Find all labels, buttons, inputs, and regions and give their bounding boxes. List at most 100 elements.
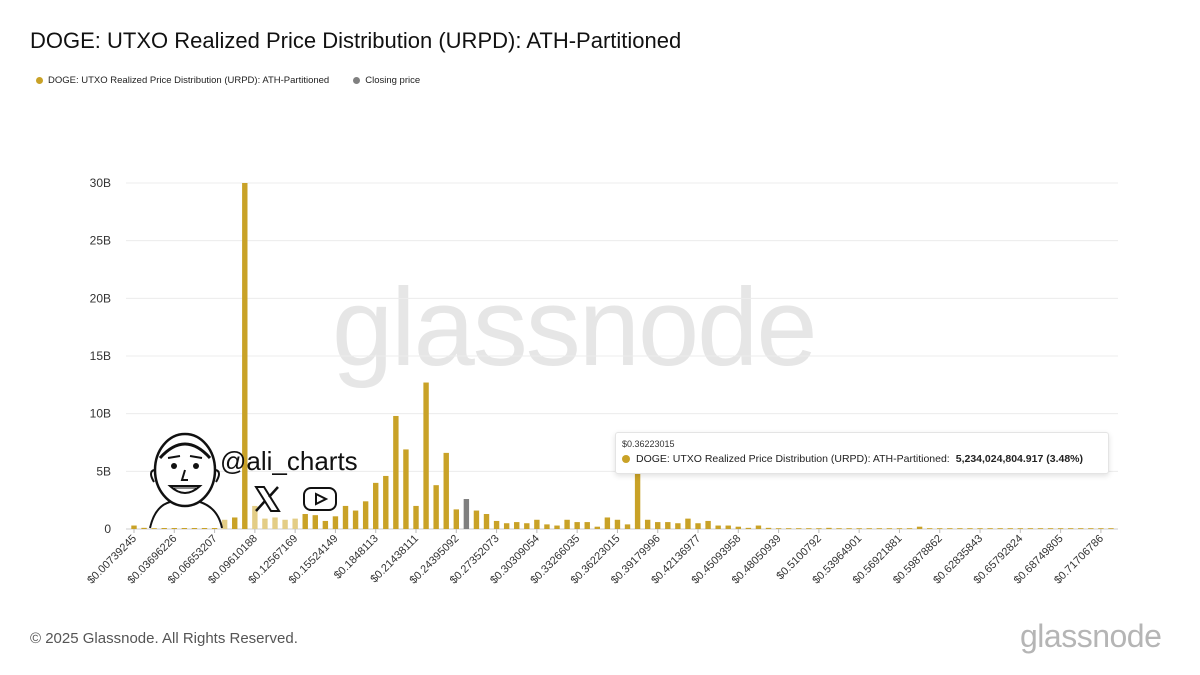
closing-price-bar[interactable] [463, 499, 470, 529]
bar[interactable] [292, 518, 298, 529]
bar[interactable] [806, 528, 812, 529]
bar[interactable] [745, 527, 752, 529]
bar[interactable] [534, 519, 540, 529]
bar[interactable] [141, 527, 147, 529]
bar[interactable] [715, 525, 721, 529]
bar[interactable] [675, 523, 681, 529]
bar[interactable] [232, 517, 238, 529]
bar[interactable] [997, 528, 1003, 529]
bar[interactable] [383, 475, 389, 529]
bar[interactable] [262, 518, 268, 529]
bar[interactable] [634, 468, 641, 529]
bar[interactable] [685, 518, 691, 529]
bar[interactable] [352, 510, 359, 529]
bar[interactable] [403, 449, 409, 529]
bar[interactable] [846, 528, 852, 529]
bar[interactable] [937, 528, 943, 529]
bar[interactable] [826, 527, 832, 529]
bar[interactable] [655, 522, 661, 529]
bar[interactable] [755, 525, 762, 529]
bar[interactable] [1108, 528, 1114, 529]
bar[interactable] [695, 523, 701, 529]
bar[interactable] [624, 524, 631, 529]
bar[interactable] [453, 509, 459, 529]
bar[interactable] [524, 523, 530, 529]
bar[interactable] [967, 528, 973, 529]
bar[interactable] [312, 515, 318, 529]
legend-item-urpd[interactable]: DOGE: UTXO Realized Price Distribution (… [36, 75, 329, 86]
bar[interactable] [1078, 528, 1084, 529]
bar[interactable] [493, 520, 500, 529]
bar[interactable] [332, 516, 339, 529]
bar[interactable] [644, 519, 651, 529]
bar[interactable] [252, 505, 258, 529]
bar[interactable] [161, 527, 167, 529]
bar[interactable] [564, 519, 570, 529]
legend-item-closing-price[interactable]: Closing price [353, 75, 420, 86]
bar[interactable] [816, 528, 822, 529]
bar[interactable] [1017, 528, 1024, 529]
bar[interactable] [322, 520, 329, 529]
bar[interactable] [272, 517, 278, 529]
bar[interactable] [775, 528, 782, 529]
bar[interactable] [413, 505, 419, 529]
bar[interactable] [1007, 528, 1013, 529]
bar[interactable] [544, 524, 550, 529]
bar[interactable] [423, 382, 429, 529]
bar[interactable] [594, 526, 600, 529]
bar[interactable] [836, 528, 842, 529]
bar[interactable] [1057, 528, 1064, 529]
bar[interactable] [574, 522, 580, 529]
bar[interactable] [614, 519, 621, 529]
bar[interactable] [604, 517, 611, 529]
bar[interactable] [483, 514, 490, 529]
bar[interactable] [433, 485, 439, 529]
bar[interactable] [896, 528, 903, 529]
bar[interactable] [191, 527, 198, 529]
bar[interactable] [947, 528, 953, 529]
bar[interactable] [443, 452, 449, 529]
brand-logo[interactable]: glassnode [1020, 618, 1162, 654]
bar[interactable] [503, 523, 510, 529]
bar[interactable] [785, 528, 792, 529]
bar[interactable] [765, 527, 772, 529]
bar[interactable] [302, 514, 308, 529]
bar[interactable] [1037, 528, 1044, 529]
bar[interactable] [1047, 528, 1054, 529]
bar[interactable] [131, 525, 137, 529]
bar[interactable] [514, 522, 520, 529]
bar[interactable] [1067, 528, 1074, 529]
bar[interactable] [735, 526, 742, 529]
bar[interactable] [866, 528, 872, 529]
bar[interactable] [201, 527, 208, 529]
bar[interactable] [906, 528, 913, 529]
bar[interactable] [876, 528, 883, 529]
bar[interactable] [373, 482, 379, 529]
bar[interactable] [393, 415, 399, 529]
bar[interactable] [957, 528, 963, 529]
bar[interactable] [725, 525, 731, 529]
bar[interactable] [171, 527, 177, 529]
bar[interactable] [554, 525, 560, 529]
bar[interactable] [151, 528, 157, 529]
bar[interactable] [1088, 528, 1094, 529]
bar[interactable] [1027, 528, 1034, 529]
bar[interactable] [916, 526, 923, 529]
bar[interactable] [796, 528, 802, 529]
bar[interactable] [282, 519, 288, 529]
bar[interactable] [926, 528, 933, 529]
bar[interactable] [342, 505, 349, 529]
bar[interactable] [856, 528, 862, 529]
bar[interactable] [886, 528, 893, 529]
bar[interactable] [584, 522, 590, 529]
bar[interactable] [473, 510, 480, 529]
bar[interactable] [1098, 528, 1104, 529]
bar[interactable] [242, 183, 248, 529]
bar[interactable] [362, 501, 369, 529]
bar[interactable] [665, 522, 671, 529]
bar[interactable] [977, 528, 983, 529]
bar[interactable] [221, 519, 228, 529]
bar[interactable] [705, 520, 711, 529]
bar[interactable] [987, 528, 993, 529]
